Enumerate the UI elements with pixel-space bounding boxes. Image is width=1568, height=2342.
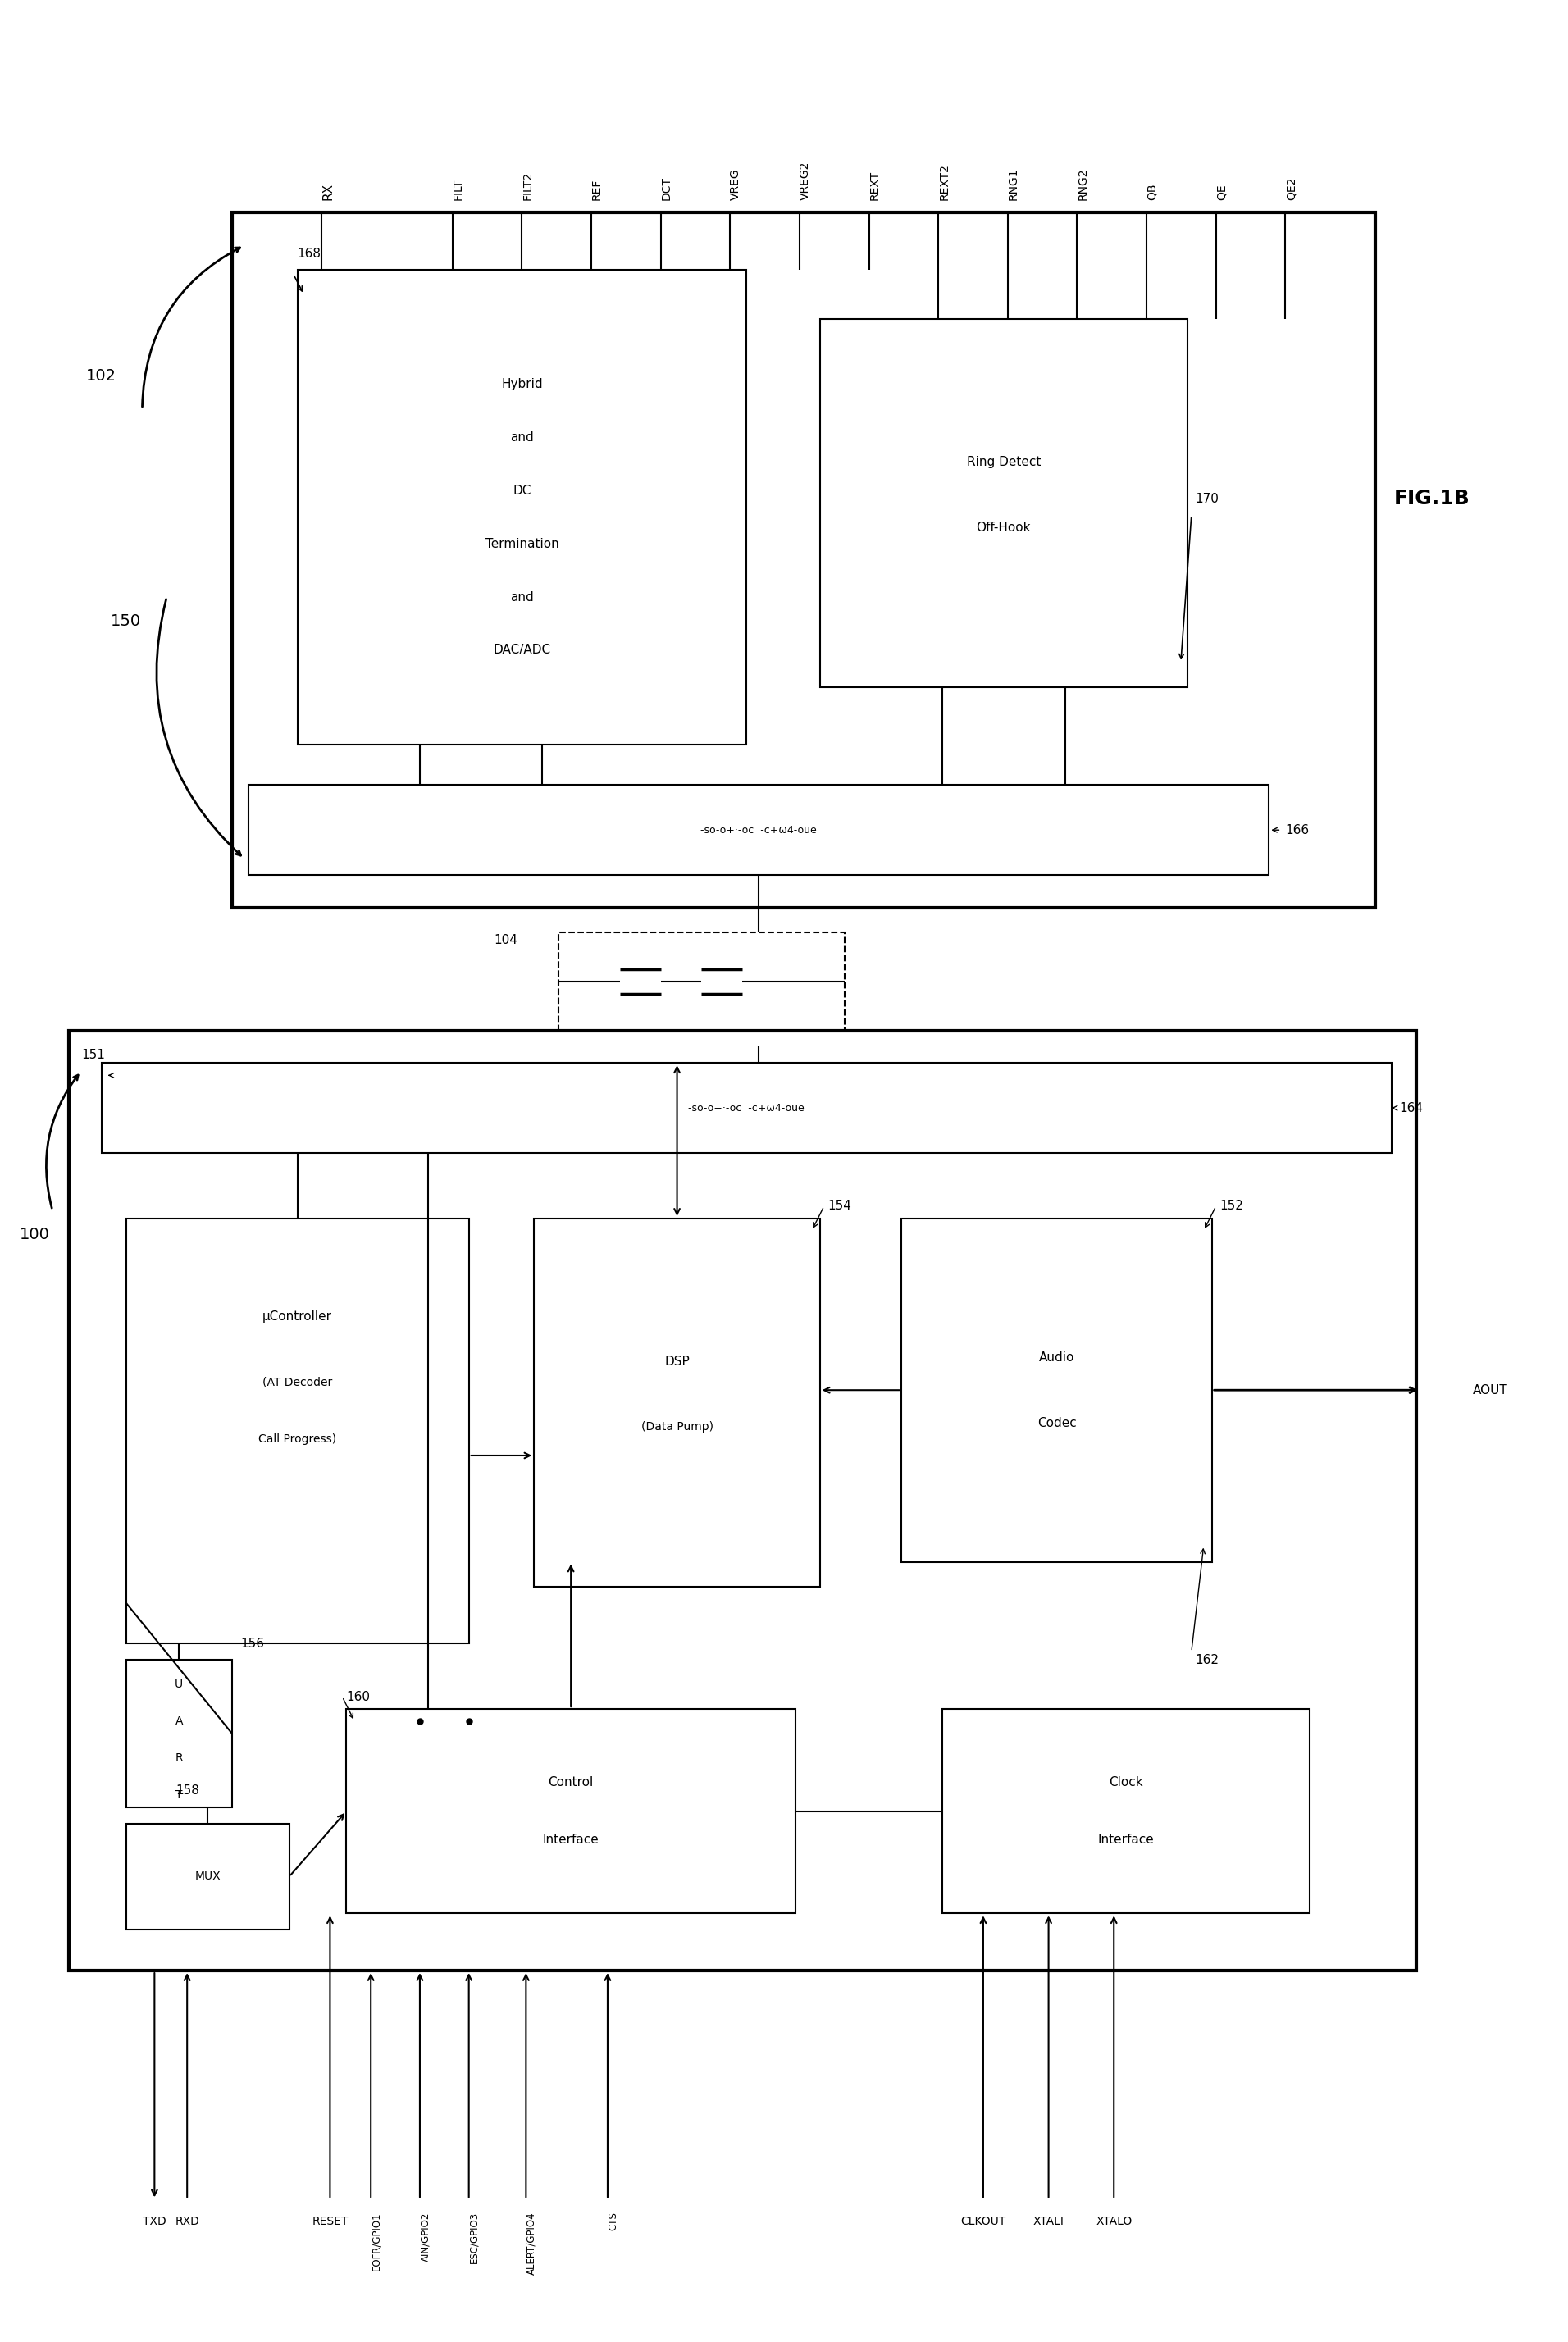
Bar	[125, 1660, 232, 1808]
Text: REXT2: REXT2	[938, 164, 950, 201]
Text: FILT: FILT	[453, 178, 464, 201]
Text: R: R	[176, 1752, 183, 1764]
Text: Termination: Termination	[485, 539, 558, 550]
Text: TXD: TXD	[143, 2216, 166, 2227]
Text: RESET: RESET	[312, 2216, 348, 2227]
Text: 156: 156	[240, 1637, 263, 1649]
Text: REF: REF	[591, 178, 602, 201]
Text: ALERT/GPIO4: ALERT/GPIO4	[525, 2211, 536, 2274]
Text: -so-o+·-oc  -c+ω4-oue: -so-o+·-oc -c+ω4-oue	[701, 824, 817, 836]
Text: FILT2: FILT2	[522, 171, 533, 201]
Text: QE: QE	[1215, 185, 1228, 201]
Text: Interface: Interface	[543, 1834, 599, 1845]
Text: Interface: Interface	[1098, 1834, 1154, 1845]
Bar	[102, 1063, 1391, 1152]
Text: -so-o+·-oc  -c+ω4-oue: -so-o+·-oc -c+ω4-oue	[688, 1103, 804, 1112]
Text: 102: 102	[86, 368, 116, 384]
Bar	[942, 1710, 1309, 1913]
Text: 151: 151	[82, 1049, 105, 1061]
Text: CLKOUT: CLKOUT	[961, 2216, 1007, 2227]
Text: QB: QB	[1146, 183, 1159, 201]
Text: XTALO: XTALO	[1096, 2216, 1132, 2227]
Text: 160: 160	[347, 1691, 370, 1703]
Text: T: T	[176, 1789, 182, 1801]
Text: 158: 158	[176, 1785, 199, 1796]
Text: RNG1: RNG1	[1008, 169, 1019, 201]
Text: 164: 164	[1400, 1101, 1424, 1115]
Bar	[125, 1218, 469, 1644]
Text: VREG: VREG	[731, 169, 742, 201]
Text: FIG.1B: FIG.1B	[1394, 489, 1471, 508]
Text: RX: RX	[321, 183, 334, 201]
Text: Audio: Audio	[1040, 1351, 1074, 1363]
Text: DSP: DSP	[665, 1356, 690, 1368]
Bar	[69, 1030, 1416, 1970]
Text: AIN/GPIO2: AIN/GPIO2	[420, 2211, 431, 2262]
Text: ESC/GPIO3: ESC/GPIO3	[469, 2211, 480, 2265]
Text: Control: Control	[549, 1778, 594, 1789]
Text: 150: 150	[111, 614, 141, 630]
Text: (AT Decoder: (AT Decoder	[262, 1377, 332, 1389]
Text: U: U	[174, 1679, 183, 1691]
Text: Codec: Codec	[1036, 1417, 1076, 1429]
Bar	[820, 319, 1187, 686]
Text: DC: DC	[513, 485, 532, 497]
Text: Off-Hook: Off-Hook	[977, 522, 1030, 534]
Text: 152: 152	[1220, 1199, 1243, 1213]
Text: and: and	[510, 431, 533, 443]
Text: DCT: DCT	[660, 176, 673, 201]
Text: 104: 104	[494, 934, 517, 946]
Bar	[535, 1218, 820, 1586]
Text: CTS: CTS	[608, 2211, 618, 2230]
Bar	[558, 932, 845, 1047]
Text: Clock: Clock	[1109, 1778, 1143, 1789]
Text: Hybrid: Hybrid	[502, 379, 543, 391]
Text: 168: 168	[298, 248, 321, 260]
Text: RNG2: RNG2	[1077, 169, 1088, 201]
Text: Call Progress): Call Progress)	[259, 1433, 337, 1445]
Text: (Data Pump): (Data Pump)	[641, 1422, 713, 1433]
Text: and: and	[510, 590, 533, 604]
Bar	[232, 213, 1375, 909]
Text: XTALI: XTALI	[1033, 2216, 1065, 2227]
Text: 100: 100	[20, 1227, 50, 1244]
Text: REXT: REXT	[869, 171, 880, 201]
Text: 154: 154	[828, 1199, 851, 1213]
Text: VREG2: VREG2	[800, 162, 811, 201]
Text: EOFR/GPIO1: EOFR/GPIO1	[372, 2211, 381, 2272]
Text: 166: 166	[1286, 824, 1309, 836]
Text: QE2: QE2	[1286, 178, 1297, 201]
Text: MUX: MUX	[194, 1871, 221, 1883]
Text: AOUT: AOUT	[1472, 1384, 1508, 1396]
Text: DAC/ADC: DAC/ADC	[494, 644, 550, 656]
Bar	[902, 1218, 1212, 1562]
Text: μController: μController	[262, 1312, 332, 1323]
Bar	[125, 1824, 289, 1930]
Text: RXD: RXD	[176, 2216, 199, 2227]
Bar	[347, 1710, 795, 1913]
Bar	[298, 269, 746, 745]
Text: A: A	[176, 1717, 183, 1726]
Bar	[248, 785, 1269, 876]
Text: 162: 162	[1195, 1653, 1220, 1665]
Text: 170: 170	[1195, 492, 1220, 506]
Text: Ring Detect: Ring Detect	[966, 457, 1041, 468]
